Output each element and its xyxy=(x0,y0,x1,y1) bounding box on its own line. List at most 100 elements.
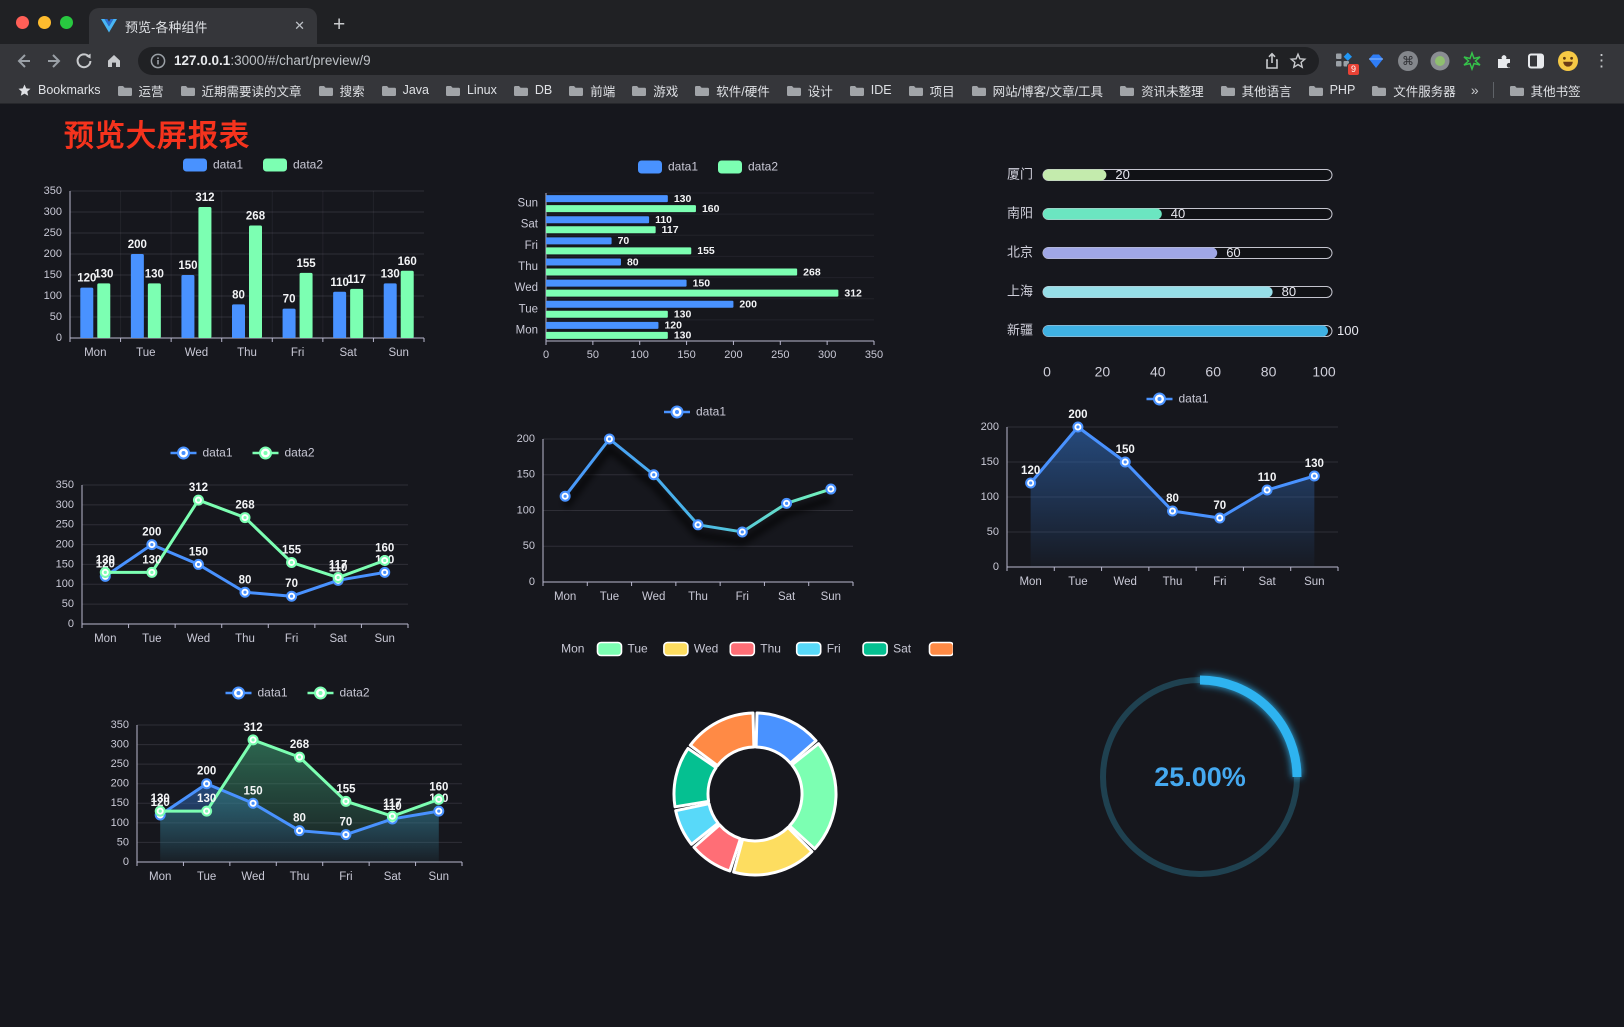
legend-item[interactable]: data2 xyxy=(307,686,370,700)
hbar-chart-svg: data1 data2 0 50 100 150 200 250 300 350 Sun 130 160… xyxy=(515,160,884,361)
bookmark-star-icon[interactable] xyxy=(1289,51,1307,70)
share-icon[interactable] xyxy=(1263,52,1281,70)
other-bookmarks-folder[interactable]: 其他书签 xyxy=(1502,78,1588,103)
legend-item[interactable]: data1 xyxy=(225,686,288,700)
home-button[interactable] xyxy=(100,47,128,75)
legend-item[interactable]: data2 xyxy=(263,158,323,172)
svg-text:data2: data2 xyxy=(285,446,315,460)
bookmarks-overflow-chevron[interactable]: » xyxy=(1470,82,1479,98)
recorder-circle-extension-icon[interactable] xyxy=(1428,49,1452,73)
legend-item[interactable]: Fri xyxy=(795,642,841,657)
legend-item[interactable]: Thu xyxy=(729,642,781,657)
legend-item[interactable]: Sat xyxy=(862,642,912,657)
legend-item[interactable]: Wed xyxy=(663,642,718,657)
bookmark-folder[interactable]: 前端 xyxy=(561,78,622,103)
bookmark-folder[interactable]: 近期需要读的文章 xyxy=(173,78,309,103)
svg-text:data2: data2 xyxy=(293,158,323,172)
new-tab-button[interactable]: + xyxy=(333,13,346,36)
close-window-button[interactable] xyxy=(16,15,29,29)
svg-text:120: 120 xyxy=(1021,465,1040,477)
back-button[interactable] xyxy=(10,47,38,75)
svg-text:Wed: Wed xyxy=(642,591,665,603)
tab-close-icon[interactable]: ✕ xyxy=(294,18,305,33)
bookmark-folder[interactable]: 文件服务器 xyxy=(1364,78,1463,103)
emoji-extension-icon[interactable] xyxy=(1556,49,1580,73)
reload-button[interactable] xyxy=(70,47,98,75)
svg-text:Fri: Fri xyxy=(736,591,749,603)
bookmark-folder[interactable]: DB xyxy=(506,80,559,100)
bookmark-folder[interactable]: 网站/博客/文章/工具 xyxy=(964,78,1110,103)
bookmark-folder[interactable]: Linux xyxy=(438,80,504,100)
command-circle-extension-icon[interactable]: ⌘ xyxy=(1396,49,1420,73)
line-chart-svg: data1 0 50 100 150 200 Mon Tue Wed Thu Fri Sat Sun 12… xyxy=(981,392,1339,588)
legend-item[interactable]: data2 xyxy=(252,446,315,460)
xdebug-star-extension-icon[interactable] xyxy=(1460,49,1484,73)
reading-panel-icon[interactable] xyxy=(1524,49,1548,73)
bookmark-folder[interactable]: 项目 xyxy=(901,78,962,103)
svg-text:150: 150 xyxy=(178,260,197,272)
legend-item[interactable]: data1 xyxy=(170,446,233,460)
svg-text:200: 200 xyxy=(739,299,757,311)
svg-text:80: 80 xyxy=(1166,493,1179,505)
vue-favicon-icon xyxy=(101,19,117,33)
url-bar[interactable]: 127.0.0.1:3000/#/chart/preview/9 xyxy=(138,46,1319,75)
svg-text:300: 300 xyxy=(44,206,62,218)
svg-text:300: 300 xyxy=(111,738,129,750)
browser-menu-icon[interactable]: ⋮ xyxy=(1593,50,1610,70)
svg-text:120: 120 xyxy=(664,320,682,332)
puzzle-extensions-icon[interactable] xyxy=(1492,49,1516,73)
chart-area-single: data1 0 50 100 150 200 Mon Tue Wed Thu Fri Sat Sun 12… xyxy=(975,387,1360,599)
forward-button[interactable] xyxy=(40,47,68,75)
bookmark-folder-label: 软件/硬件 xyxy=(716,84,770,99)
minimize-window-button[interactable] xyxy=(38,15,51,29)
bookmark-folder[interactable]: 游戏 xyxy=(624,78,685,103)
legend-item[interactable]: Tue xyxy=(596,642,649,657)
bookmark-folder[interactable]: 搜索 xyxy=(311,78,372,103)
svg-text:0: 0 xyxy=(529,576,535,588)
bookmark-folder[interactable]: 运营 xyxy=(110,78,171,103)
svg-text:Thu: Thu xyxy=(1163,576,1183,588)
svg-text:130: 130 xyxy=(381,268,400,280)
svg-text:120: 120 xyxy=(96,558,115,570)
svg-text:100: 100 xyxy=(517,504,535,516)
svg-text:0: 0 xyxy=(56,332,62,344)
bookmark-folder[interactable]: 设计 xyxy=(779,78,840,103)
legend-item[interactable]: data2 xyxy=(718,160,778,174)
legend-item[interactable]: data1 xyxy=(664,405,726,419)
svg-text:Mon: Mon xyxy=(94,633,116,645)
legend-item[interactable]: data1 xyxy=(183,158,243,172)
legend-item[interactable]: Mon xyxy=(558,642,584,656)
window-controls xyxy=(0,0,89,44)
svg-text:130: 130 xyxy=(674,330,692,342)
url-host: 127.0.0.1 xyxy=(174,53,231,68)
bookmark-folder[interactable]: 其他语言 xyxy=(1213,78,1299,103)
bookmarks-manager-item[interactable]: Bookmarks xyxy=(10,80,108,101)
progress-fill xyxy=(1043,169,1107,181)
zoom-window-button[interactable] xyxy=(60,15,73,29)
legend-item[interactable]: Sun xyxy=(928,641,954,657)
legend-item[interactable]: data1 xyxy=(638,160,698,174)
svg-text:130: 130 xyxy=(142,554,161,566)
bookmark-folder[interactable]: PHP xyxy=(1301,80,1363,100)
svg-text:100: 100 xyxy=(111,817,129,829)
svg-text:Thu: Thu xyxy=(688,591,708,603)
svg-text:Thu: Thu xyxy=(518,261,538,273)
svg-text:Tue: Tue xyxy=(1068,576,1087,588)
bar xyxy=(400,270,414,338)
bookmark-folder-label: Linux xyxy=(466,83,497,97)
svg-text:Mon: Mon xyxy=(149,871,171,883)
svg-text:117: 117 xyxy=(347,274,366,286)
legend-item[interactable]: data1 xyxy=(1146,392,1209,406)
browser-tab[interactable]: 预览-各种组件 ✕ xyxy=(89,8,317,44)
bookmark-folder[interactable]: 资讯未整理 xyxy=(1112,78,1211,103)
bookmark-folder[interactable]: Java xyxy=(374,80,436,100)
bookmark-folder[interactable]: 软件/硬件 xyxy=(687,78,776,103)
site-info-icon[interactable] xyxy=(150,53,166,69)
gauge-chart-svg: 25.00% xyxy=(1100,675,1302,877)
gem-extension-icon[interactable] xyxy=(1364,49,1388,73)
url-text[interactable]: 127.0.0.1:3000/#/chart/preview/9 xyxy=(174,53,371,68)
svg-text:Sat: Sat xyxy=(778,591,796,603)
bookmark-folder[interactable]: IDE xyxy=(842,80,899,100)
grid-diamond-extension-icon[interactable]: 9 xyxy=(1332,49,1360,76)
svg-text:268: 268 xyxy=(246,210,266,222)
